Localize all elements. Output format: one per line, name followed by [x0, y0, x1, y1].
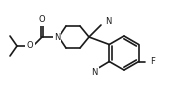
- Text: O: O: [39, 15, 45, 24]
- Text: N: N: [105, 16, 111, 26]
- Text: O: O: [27, 41, 33, 50]
- Text: N: N: [91, 68, 97, 77]
- Text: F: F: [150, 57, 155, 66]
- Text: N: N: [54, 32, 60, 41]
